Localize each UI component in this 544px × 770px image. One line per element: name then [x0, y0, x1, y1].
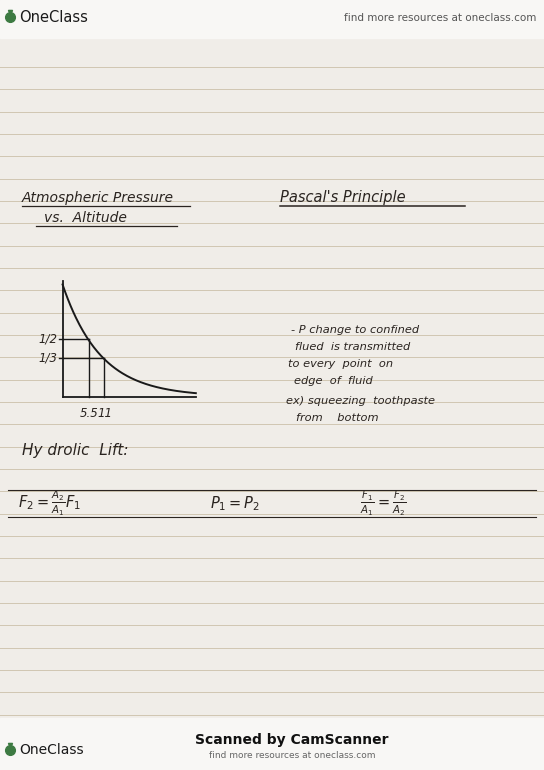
Bar [0, 0, 544, 38]
Text: OneClass: OneClass [19, 743, 84, 757]
Text: Atmospheric Pressure: Atmospheric Pressure [22, 191, 174, 205]
Text: OneClass: OneClass [19, 11, 88, 25]
Text: 11: 11 [97, 407, 112, 420]
Text: to every  point  on: to every point on [288, 359, 393, 369]
Text: Scanned by CamScanner: Scanned by CamScanner [195, 733, 389, 747]
Text: $\frac{F_1}{A_1} = \frac{F_2}{A_2}$: $\frac{F_1}{A_1} = \frac{F_2}{A_2}$ [360, 489, 406, 518]
Text: 5.5: 5.5 [79, 407, 98, 420]
Text: vs.  Altitude: vs. Altitude [44, 211, 127, 225]
Text: find more resources at oneclass.com: find more resources at oneclass.com [344, 13, 536, 23]
Text: $P_1 = P_2$: $P_1 = P_2$ [210, 494, 260, 513]
Bar [0, 718, 544, 770]
Text: $F_2 = \frac{A_2}{A_1} F_1$: $F_2 = \frac{A_2}{A_1} F_1$ [18, 489, 81, 518]
Text: Hy drolic  Lift:: Hy drolic Lift: [22, 443, 128, 458]
Text: 1/2: 1/2 [39, 333, 58, 345]
Text: edge  of  fluid: edge of fluid [294, 376, 373, 386]
Text: 1/3: 1/3 [39, 352, 58, 365]
Text: from    bottom: from bottom [296, 413, 379, 423]
Text: flued  is transmitted: flued is transmitted [295, 342, 411, 352]
Text: Pascal's Principle: Pascal's Principle [280, 190, 406, 205]
Text: - P change to confined: - P change to confined [291, 325, 419, 335]
Text: find more resources at oneclass.com: find more resources at oneclass.com [209, 751, 375, 759]
Text: ex) squeezing  toothpaste: ex) squeezing toothpaste [286, 396, 435, 406]
